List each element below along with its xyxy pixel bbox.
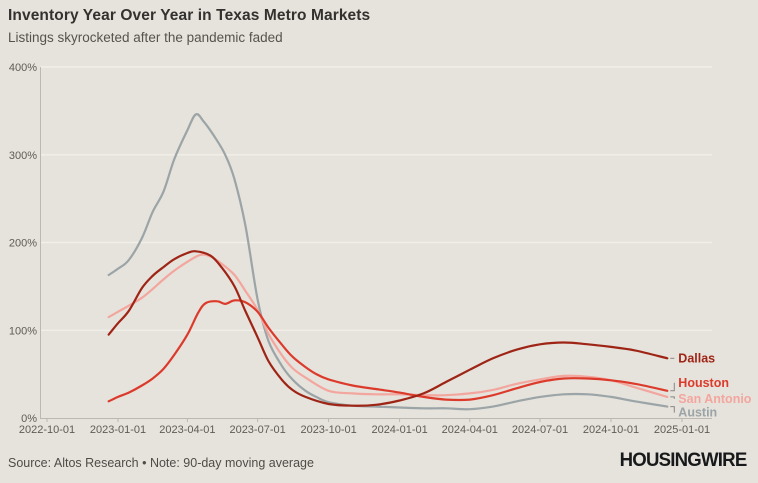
chart-title: Inventory Year Over Year in Texas Metro … — [8, 7, 371, 24]
x-tick-label-2024-10-01: 2024-10-01 — [583, 424, 639, 436]
housingwire-logo: HOUSINGWIRE — [619, 450, 747, 471]
chart-line-austin — [107, 113, 669, 411]
x-tick-label-2024-07-01: 2024-07-01 — [512, 424, 568, 436]
chart-header: Inventory Year Over Year in Texas Metro … — [8, 6, 370, 47]
chart-line-houston — [107, 299, 669, 403]
y-tick-label-300: 300% — [9, 150, 37, 162]
series-label-san-antonio: San Antonio — [678, 392, 752, 406]
source-note: Source: Altos Research • Note: 90-day mo… — [8, 456, 314, 470]
x-tick-label-2022-10-01: 2022-10-01 — [19, 424, 75, 436]
y-tick-label-0: 0% — [21, 413, 37, 425]
series-label-houston: Houston — [678, 376, 729, 390]
x-tick-label-2024-01-01: 2024-01-01 — [371, 424, 427, 436]
series-leader-austin — [670, 406, 675, 413]
x-tick-label-2024-04-01: 2024-04-01 — [442, 424, 498, 436]
x-tick-label-2025-01-01: 2025-01-01 — [654, 424, 710, 436]
y-tick-label-200: 200% — [9, 238, 37, 250]
series-leader-san-antonio — [670, 396, 675, 399]
series-label-austin: Austin — [678, 406, 717, 420]
x-tick-label-2023-04-01: 2023-04-01 — [159, 424, 215, 436]
series-label-dallas: Dallas — [678, 351, 715, 365]
x-tick-label-2023-01-01: 2023-01-01 — [90, 424, 146, 436]
chart-subtitle: Listings skyrocketed after the pandemic … — [8, 30, 283, 46]
series-leader-houston — [670, 382, 675, 392]
line-chart: 0% 100% 200% 300% 400% 2022-10-01 2023-01-01 20… — [9, 62, 752, 436]
chart-line-dallas — [107, 250, 669, 407]
y-tick-label-400: 400% — [9, 62, 37, 74]
y-tick-label-100: 100% — [9, 325, 37, 337]
x-tick-label-2023-10-01: 2023-10-01 — [300, 424, 356, 436]
chart-line-san-antonio — [107, 253, 669, 398]
x-tick-label-2023-07-01: 2023-07-01 — [229, 424, 285, 436]
